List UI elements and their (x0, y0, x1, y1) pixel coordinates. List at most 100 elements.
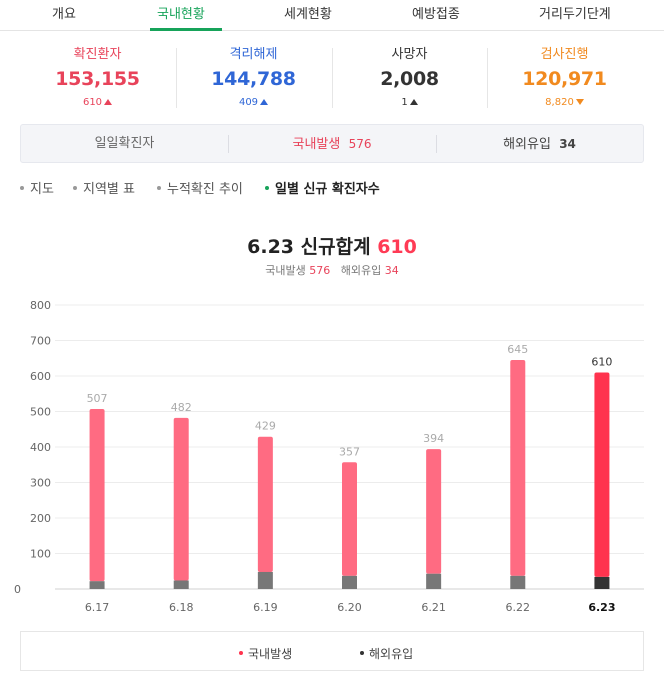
bar-domestic (510, 360, 526, 576)
bar-overseas (510, 575, 526, 589)
y-tick-label: 200 (30, 512, 51, 525)
x-tick-label: 6.19 (253, 601, 278, 614)
arrow-up-icon (260, 99, 269, 105)
legend-item-overseas[interactable]: 해외유입 (360, 645, 413, 662)
y-tick-label: 100 (30, 548, 51, 561)
stat-delta-value: 610 (82, 97, 103, 108)
stat-label: 사망자 (391, 47, 428, 62)
daily-domestic: 국내발생 576 (228, 125, 436, 164)
subnav-label: 지역별 표 (83, 182, 135, 197)
bar-domestic (257, 436, 273, 572)
arrow-down-icon (575, 99, 584, 105)
data-label: 429 (255, 420, 276, 433)
tab-world[interactable]: 세계현황 (284, 7, 332, 22)
bar-overseas (257, 571, 273, 589)
bullet-icon (73, 186, 77, 190)
subnav-cumulative[interactable]: 누적확진 추이 (157, 178, 243, 197)
stat-testing: 검사진행 120,971 8,820 (487, 43, 642, 108)
data-label: 507 (87, 392, 108, 405)
y-tick-label: 400 (30, 441, 51, 454)
x-tick-label: 6.20 (337, 601, 362, 614)
tab-domestic[interactable]: 국내현황 (157, 7, 205, 22)
bar-domestic (426, 449, 442, 574)
divider (436, 135, 437, 153)
stat-label: 격리해제 (229, 47, 278, 62)
bar-overseas (594, 576, 610, 589)
y-tick-label: 600 (30, 370, 51, 383)
tab-vaccination[interactable]: 예방접종 (412, 7, 460, 22)
divider (487, 48, 488, 108)
x-tick-label: 6.23 (588, 601, 615, 614)
y-tick-label: 800 (30, 299, 51, 312)
daily-overseas: 해외유입 34 (436, 125, 643, 164)
subnav-label: 일별 신규 확진자수 (275, 182, 380, 197)
bar-overseas (426, 573, 442, 589)
bar-overseas (173, 580, 189, 589)
daily-overseas-label: 해외유입 (503, 137, 551, 152)
chart-title-text: 6.23 신규합계 (247, 236, 371, 258)
subnav-map[interactable]: 지도 (20, 178, 54, 197)
x-tick-label: 6.17 (85, 601, 110, 614)
data-label: 610 (591, 355, 612, 368)
daily-summary-bar: 일일확진자 국내발생 576 해외유입 34 (20, 124, 644, 163)
chart-sub-overseas-value: 34 (384, 264, 399, 277)
active-tab-indicator (150, 28, 222, 31)
bullet-icon (265, 186, 269, 190)
stat-value: 144,788 (211, 68, 296, 90)
stat-delta: 610 (20, 97, 175, 108)
x-tick-label: 6.18 (169, 601, 194, 614)
daily-cases-chart: 0 100 200 300 400 500 600 700 800 507 6.17 482 6.18 4… (14, 299, 644, 614)
chart-sub-domestic-label: 국내발생 (265, 264, 306, 277)
data-label: 357 (339, 445, 360, 458)
y-tick-label: 700 (30, 335, 51, 348)
y-tick-label: 500 (30, 406, 51, 419)
tab-overview[interactable]: 개요 (52, 7, 76, 22)
chart-legend: 국내발생 해외유입 (20, 631, 644, 671)
stat-deaths: 사망자 2,008 1 (332, 43, 487, 108)
data-label: 482 (171, 401, 192, 414)
bullet-icon (157, 186, 161, 190)
stat-released: 격리해제 144,788 409 (176, 43, 331, 108)
daily-domestic-label: 국내발생 (292, 137, 341, 152)
stat-delta: 8,820 (487, 97, 642, 108)
bar-overseas (89, 581, 105, 589)
subnav-daily-new[interactable]: 일별 신규 확진자수 (265, 178, 380, 197)
stat-delta: 1 (332, 97, 487, 108)
data-label: 645 (507, 343, 528, 356)
subnav-label: 누적확진 추이 (167, 182, 243, 197)
subnav-region-table[interactable]: 지역별 표 (73, 178, 135, 197)
stat-delta: 409 (176, 97, 331, 108)
stat-label: 확진환자 (73, 47, 122, 62)
bar-domestic (594, 372, 610, 577)
bar-domestic (89, 409, 105, 582)
daily-domestic-value: 576 (348, 137, 372, 151)
stat-label: 검사진행 (540, 47, 589, 62)
arrow-up-icon (409, 99, 418, 105)
tab-distancing[interactable]: 거리두기단계 (539, 7, 611, 22)
stat-value: 120,971 (522, 68, 607, 90)
tab-bar: 개요 국내현황 세계현황 예방접종 거리두기단계 (0, 0, 664, 31)
daily-confirmed-label: 일일확진자 (94, 136, 155, 151)
divider (176, 48, 177, 108)
bullet-icon (20, 186, 24, 190)
y-tick-label: 300 (30, 477, 51, 490)
bar-domestic (173, 417, 189, 581)
x-tick-label: 6.22 (506, 601, 531, 614)
chart-sub-overseas-label: 해외유입 (340, 264, 382, 277)
x-tick-label: 6.21 (421, 601, 446, 614)
divider (228, 135, 229, 153)
data-label: 394 (423, 432, 444, 445)
chart-sub-domestic-value: 576 (309, 264, 331, 277)
daily-overseas-value: 34 (559, 137, 576, 151)
legend-item-domestic[interactable]: 국내발생 (239, 645, 292, 662)
legend-dot-icon (360, 651, 364, 655)
arrow-up-icon (104, 99, 113, 105)
stat-value: 2,008 (380, 68, 439, 90)
legend-dot-icon (239, 651, 243, 655)
stat-value: 153,155 (55, 68, 140, 90)
chart-title-value: 610 (377, 236, 417, 258)
legend-label: 해외유입 (369, 647, 414, 661)
chart-subtitle: 국내발생 576 해외유입 34 (0, 262, 664, 278)
divider (332, 48, 333, 108)
bar-overseas (342, 575, 357, 589)
